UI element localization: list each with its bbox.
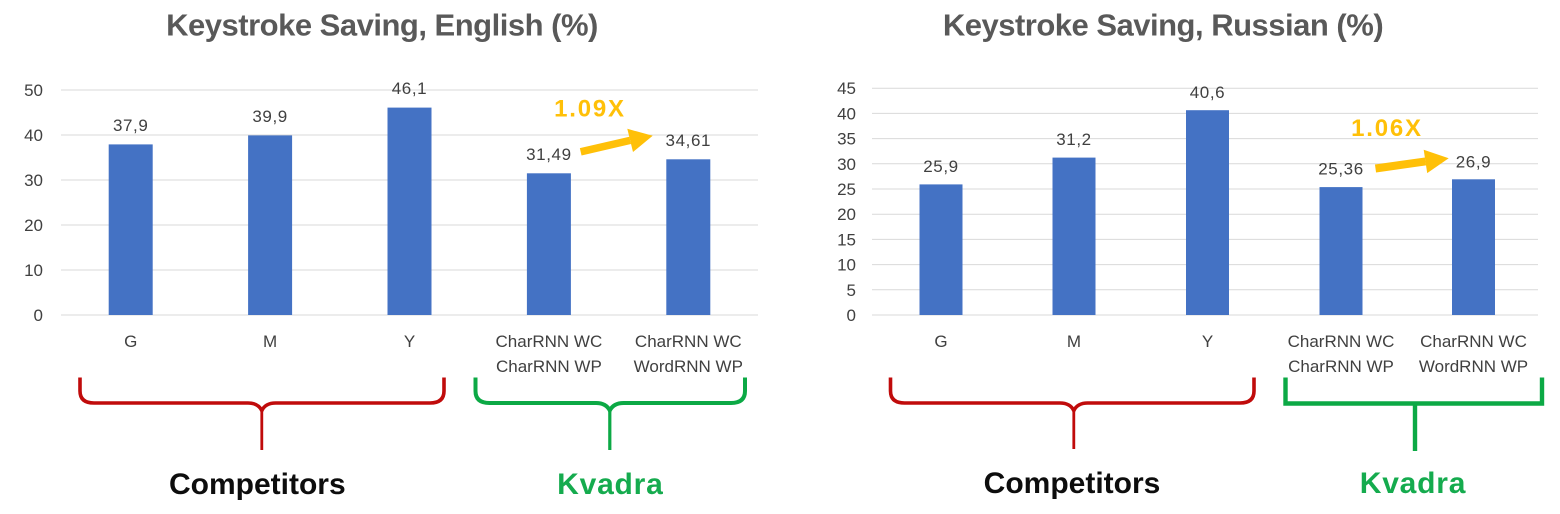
svg-text:CharRNN WC: CharRNN WC xyxy=(496,332,603,351)
svg-text:G: G xyxy=(934,332,947,351)
svg-text:34,61: 34,61 xyxy=(666,131,712,150)
svg-text:Y: Y xyxy=(404,332,415,351)
svg-text:1.09X: 1.09X xyxy=(554,96,626,123)
svg-text:30: 30 xyxy=(24,171,43,190)
svg-text:Keystroke Saving, Russian (%): Keystroke Saving, Russian (%) xyxy=(943,8,1383,43)
svg-text:31,49: 31,49 xyxy=(526,145,572,164)
svg-text:25: 25 xyxy=(837,180,856,199)
svg-text:Competitors: Competitors xyxy=(169,468,346,501)
svg-text:40,6: 40,6 xyxy=(1190,83,1226,102)
svg-text:Kvadra: Kvadra xyxy=(1360,467,1467,500)
svg-text:Keystroke Saving, English (%): Keystroke Saving, English (%) xyxy=(166,8,598,43)
svg-text:G: G xyxy=(124,332,137,351)
svg-text:Competitors: Competitors xyxy=(984,467,1161,500)
svg-text:10: 10 xyxy=(837,256,856,275)
svg-text:10: 10 xyxy=(24,261,43,280)
svg-text:5: 5 xyxy=(847,281,856,300)
svg-text:30: 30 xyxy=(837,155,856,174)
svg-text:CharRNN WC: CharRNN WC xyxy=(635,332,742,351)
svg-text:37,9: 37,9 xyxy=(113,116,149,135)
svg-text:0: 0 xyxy=(34,306,43,325)
svg-text:WordRNN WP: WordRNN WP xyxy=(634,357,743,376)
svg-text:CharRNN WP: CharRNN WP xyxy=(1288,357,1394,376)
svg-text:20: 20 xyxy=(837,205,856,224)
svg-text:15: 15 xyxy=(837,230,856,249)
svg-text:26,9: 26,9 xyxy=(1456,153,1492,172)
svg-text:CharRNN WC: CharRNN WC xyxy=(1420,332,1527,351)
svg-text:40: 40 xyxy=(24,126,43,145)
svg-text:40: 40 xyxy=(837,104,856,123)
svg-text:39,9: 39,9 xyxy=(252,107,288,126)
svg-text:1.06X: 1.06X xyxy=(1351,115,1423,142)
svg-text:CharRNN WP: CharRNN WP xyxy=(496,357,602,376)
svg-text:35: 35 xyxy=(837,130,856,149)
svg-text:46,1: 46,1 xyxy=(392,79,428,98)
svg-text:25,9: 25,9 xyxy=(923,157,959,176)
svg-text:Y: Y xyxy=(1202,332,1213,351)
svg-text:M: M xyxy=(263,332,277,351)
svg-text:20: 20 xyxy=(24,216,43,235)
svg-text:45: 45 xyxy=(837,79,856,98)
svg-text:31,2: 31,2 xyxy=(1056,130,1092,149)
svg-text:WordRNN WP: WordRNN WP xyxy=(1419,357,1528,376)
svg-text:Kvadra: Kvadra xyxy=(557,468,664,501)
svg-text:25,36: 25,36 xyxy=(1318,160,1364,179)
svg-text:M: M xyxy=(1067,332,1081,351)
svg-text:50: 50 xyxy=(24,81,43,100)
svg-text:CharRNN WC: CharRNN WC xyxy=(1288,332,1395,351)
svg-text:0: 0 xyxy=(847,306,856,325)
